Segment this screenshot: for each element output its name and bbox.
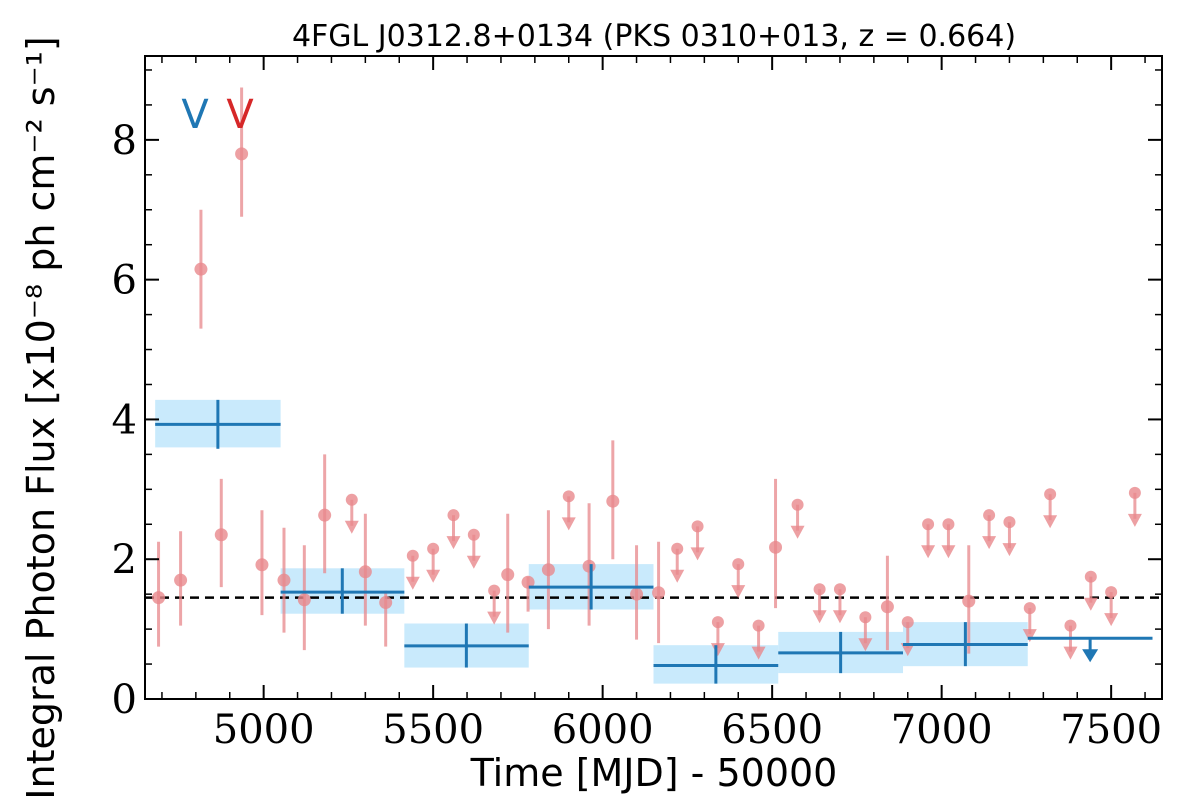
upper-limit-point (691, 520, 704, 533)
detection-point (358, 565, 372, 579)
detection-point (214, 528, 228, 542)
upper-limit-point (942, 518, 955, 531)
x-tick-label: 7000 (891, 707, 993, 753)
upper-limit-arrow (670, 569, 685, 583)
upper-limit-point (833, 583, 846, 596)
upper-limit-arrow (446, 536, 461, 550)
chart-title: 4FGL J0312.8+0134 (PKS 0310+013, z = 0.6… (292, 19, 1016, 54)
upper-limit-arrow (1002, 543, 1017, 557)
event-marker: V (181, 92, 209, 138)
upper-limit-arrow (812, 610, 827, 624)
detection-point (962, 594, 976, 608)
detection-point (318, 508, 332, 522)
detection-point (277, 573, 291, 587)
detection-point (630, 587, 644, 601)
y-tick-label: 4 (112, 397, 137, 443)
upper-limit-arrow (982, 536, 997, 550)
event-marker: V (226, 92, 254, 138)
upper-limit-point (813, 583, 826, 596)
upper-limit-arrow (690, 547, 705, 561)
upper-limit-arrow (1104, 613, 1119, 627)
x-tick-label: 5000 (213, 707, 315, 753)
upper-limit-point (1044, 488, 1057, 501)
upper-limit-point (1105, 586, 1118, 599)
y-axis-label: Integral Photon Flux [x10⁻⁸ ph cm⁻² s⁻¹] (19, 36, 63, 799)
upper-limit-arrow (487, 611, 502, 625)
x-tick-label: 5500 (382, 707, 484, 753)
upper-limit-point (711, 616, 724, 629)
y-tick-label: 2 (112, 537, 137, 583)
x-axis-label: Time [MJD] - 50000 (470, 751, 838, 795)
upper-limit-point (671, 542, 684, 555)
detection-point (297, 593, 311, 607)
detection-point (652, 586, 666, 600)
detection-point (541, 563, 555, 577)
detection-point (582, 559, 596, 573)
upper-limit-arrow (466, 555, 481, 569)
upper-limit-point (859, 611, 872, 624)
detection-point (255, 558, 269, 572)
upper-limit-point (447, 509, 460, 522)
detection-point (769, 540, 783, 554)
y-tick-label: 6 (112, 258, 137, 304)
detection-point (235, 147, 249, 161)
upper-limit-point (791, 498, 804, 511)
upper-limit-point (983, 509, 996, 522)
upper-limit-arrow (426, 569, 441, 583)
upper-limit-arrow (1063, 646, 1078, 660)
upper-limit-point (1064, 619, 1077, 632)
upper-limit-point (1084, 570, 1097, 583)
detection-point (152, 591, 166, 605)
detection-point (174, 573, 188, 587)
upper-limit-arrow (832, 610, 847, 624)
upper-limit-point (752, 619, 765, 632)
upper-limit-arrow (790, 525, 805, 539)
upper-limit-arrow (941, 545, 956, 559)
x-tick-label: 6000 (552, 707, 654, 753)
upper-limit-point (1023, 602, 1036, 615)
upper-limit-point (406, 549, 419, 562)
y-tick-label: 8 (112, 118, 137, 164)
detection-point (880, 600, 894, 614)
upper-limit-point (901, 616, 914, 629)
upper-limit-point (345, 493, 358, 506)
detection-point (521, 575, 535, 589)
detection-point (379, 596, 393, 610)
upper-limit-arrow (921, 545, 936, 559)
upper-limit-arrow (405, 576, 420, 590)
upper-limit-arrow (858, 638, 873, 652)
detection-point (606, 494, 620, 508)
upper-limit-arrow (1022, 629, 1037, 643)
upper-limit-arrow (731, 585, 746, 599)
upper-limit-arrow (1043, 515, 1058, 529)
upper-limit-point (467, 528, 480, 541)
upper-limit-point (1003, 516, 1016, 529)
upper-limit-point (488, 584, 501, 597)
x-tick-label: 7500 (1060, 707, 1162, 753)
upper-limit-arrow (344, 520, 359, 534)
upper-limit-arrow (561, 517, 576, 531)
upper-limit-point (732, 558, 745, 571)
upper-limit-arrow (1083, 597, 1098, 611)
axis-ticks: 5000 5500 6000 6500 7000 7500 0 2 4 6 8 (112, 56, 1162, 753)
binned-upper-limit-arrow (1082, 649, 1099, 663)
upper-limit-arrow (1127, 513, 1142, 527)
upper-limit-point (1128, 486, 1141, 499)
upper-limit-arrow (751, 646, 766, 660)
upper-limit-point (562, 490, 575, 503)
detection-point (194, 262, 208, 276)
y-tick-label: 0 (112, 677, 137, 723)
upper-limit-point (922, 518, 935, 531)
upper-limit-arrow (900, 643, 915, 657)
plot-frame (144, 55, 1163, 700)
upper-limit-point (427, 542, 440, 555)
detection-point (501, 568, 515, 582)
x-tick-label: 6500 (721, 707, 823, 753)
